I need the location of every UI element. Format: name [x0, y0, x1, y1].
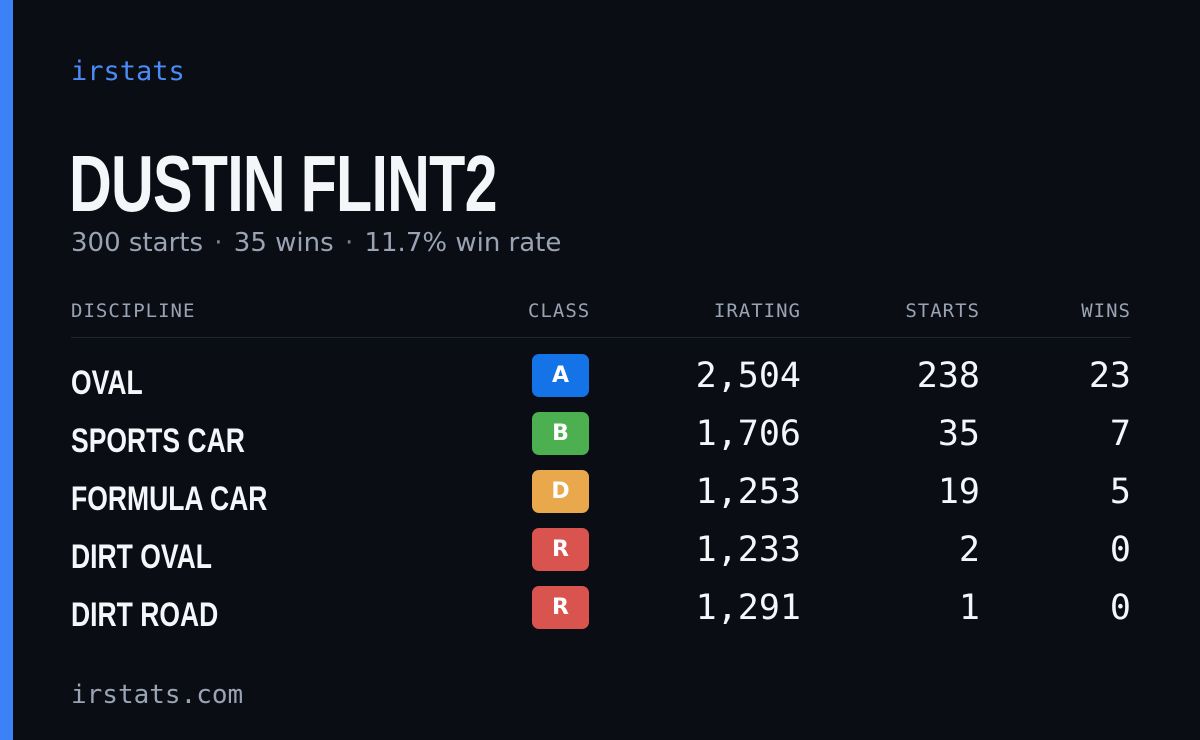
- summary-separator: ·: [214, 228, 223, 258]
- irating-value: 2,504: [695, 356, 801, 396]
- class-badge: B: [532, 412, 589, 455]
- wins-value: 23: [1088, 356, 1131, 396]
- discipline-name: DIRT OVAL: [71, 538, 212, 576]
- header-class: CLASS: [528, 300, 591, 322]
- accent-bar: [0, 0, 13, 740]
- starts-value: 1: [958, 588, 980, 628]
- table-row: FORMULA CAR D 1,253 19 5: [71, 468, 1131, 526]
- discipline-name: FORMULA CAR: [71, 480, 268, 518]
- table-row: DIRT ROAD R 1,291 1 0: [71, 584, 1131, 642]
- discipline-name: OVAL: [71, 364, 143, 402]
- starts-value: 19: [937, 472, 980, 512]
- header-discipline: DISCIPLINE: [71, 300, 196, 322]
- player-summary: 300 starts · 35 wins · 11.7% win rate: [71, 228, 561, 258]
- header-irating: IRATING: [713, 300, 801, 322]
- irating-value: 1,233: [695, 530, 801, 570]
- irating-value: 1,253: [695, 472, 801, 512]
- wins-value: 0: [1109, 588, 1131, 628]
- class-badge: R: [532, 586, 589, 629]
- header-starts: STARTS: [905, 300, 980, 322]
- irating-value: 1,291: [695, 588, 801, 628]
- irating-value: 1,706: [695, 414, 801, 454]
- wins-value: 7: [1109, 414, 1131, 454]
- summary-separator: ·: [344, 228, 354, 258]
- table-header: DISCIPLINE CLASS IRATING STARTS WINS: [71, 300, 1131, 338]
- footer-site-url: irstats.com: [71, 680, 244, 710]
- wins-value: 0: [1109, 530, 1131, 570]
- starts-value: 238: [916, 356, 980, 396]
- summary-win-rate: 11.7% win rate: [364, 228, 562, 258]
- discipline-table: OVAL A 2,504 238 23 SPORTS CAR B 1,706 3…: [71, 352, 1131, 642]
- discipline-name: SPORTS CAR: [71, 422, 245, 460]
- class-badge: A: [532, 354, 589, 397]
- table-row: OVAL A 2,504 238 23: [71, 352, 1131, 410]
- table-row: SPORTS CAR B 1,706 35 7: [71, 410, 1131, 468]
- table-row: DIRT OVAL R 1,233 2 0: [71, 526, 1131, 584]
- wins-value: 5: [1109, 472, 1131, 512]
- discipline-name: DIRT ROAD: [71, 596, 219, 634]
- brand-logo: irstats: [71, 56, 185, 87]
- starts-value: 2: [958, 530, 980, 570]
- class-badge: R: [532, 528, 589, 571]
- header-wins: WINS: [1081, 300, 1131, 322]
- player-name: DUSTIN FLINT2: [69, 139, 498, 228]
- summary-wins: 35 wins: [233, 228, 334, 258]
- summary-starts: 300 starts: [71, 228, 203, 258]
- class-badge: D: [532, 470, 589, 513]
- starts-value: 35: [937, 414, 980, 454]
